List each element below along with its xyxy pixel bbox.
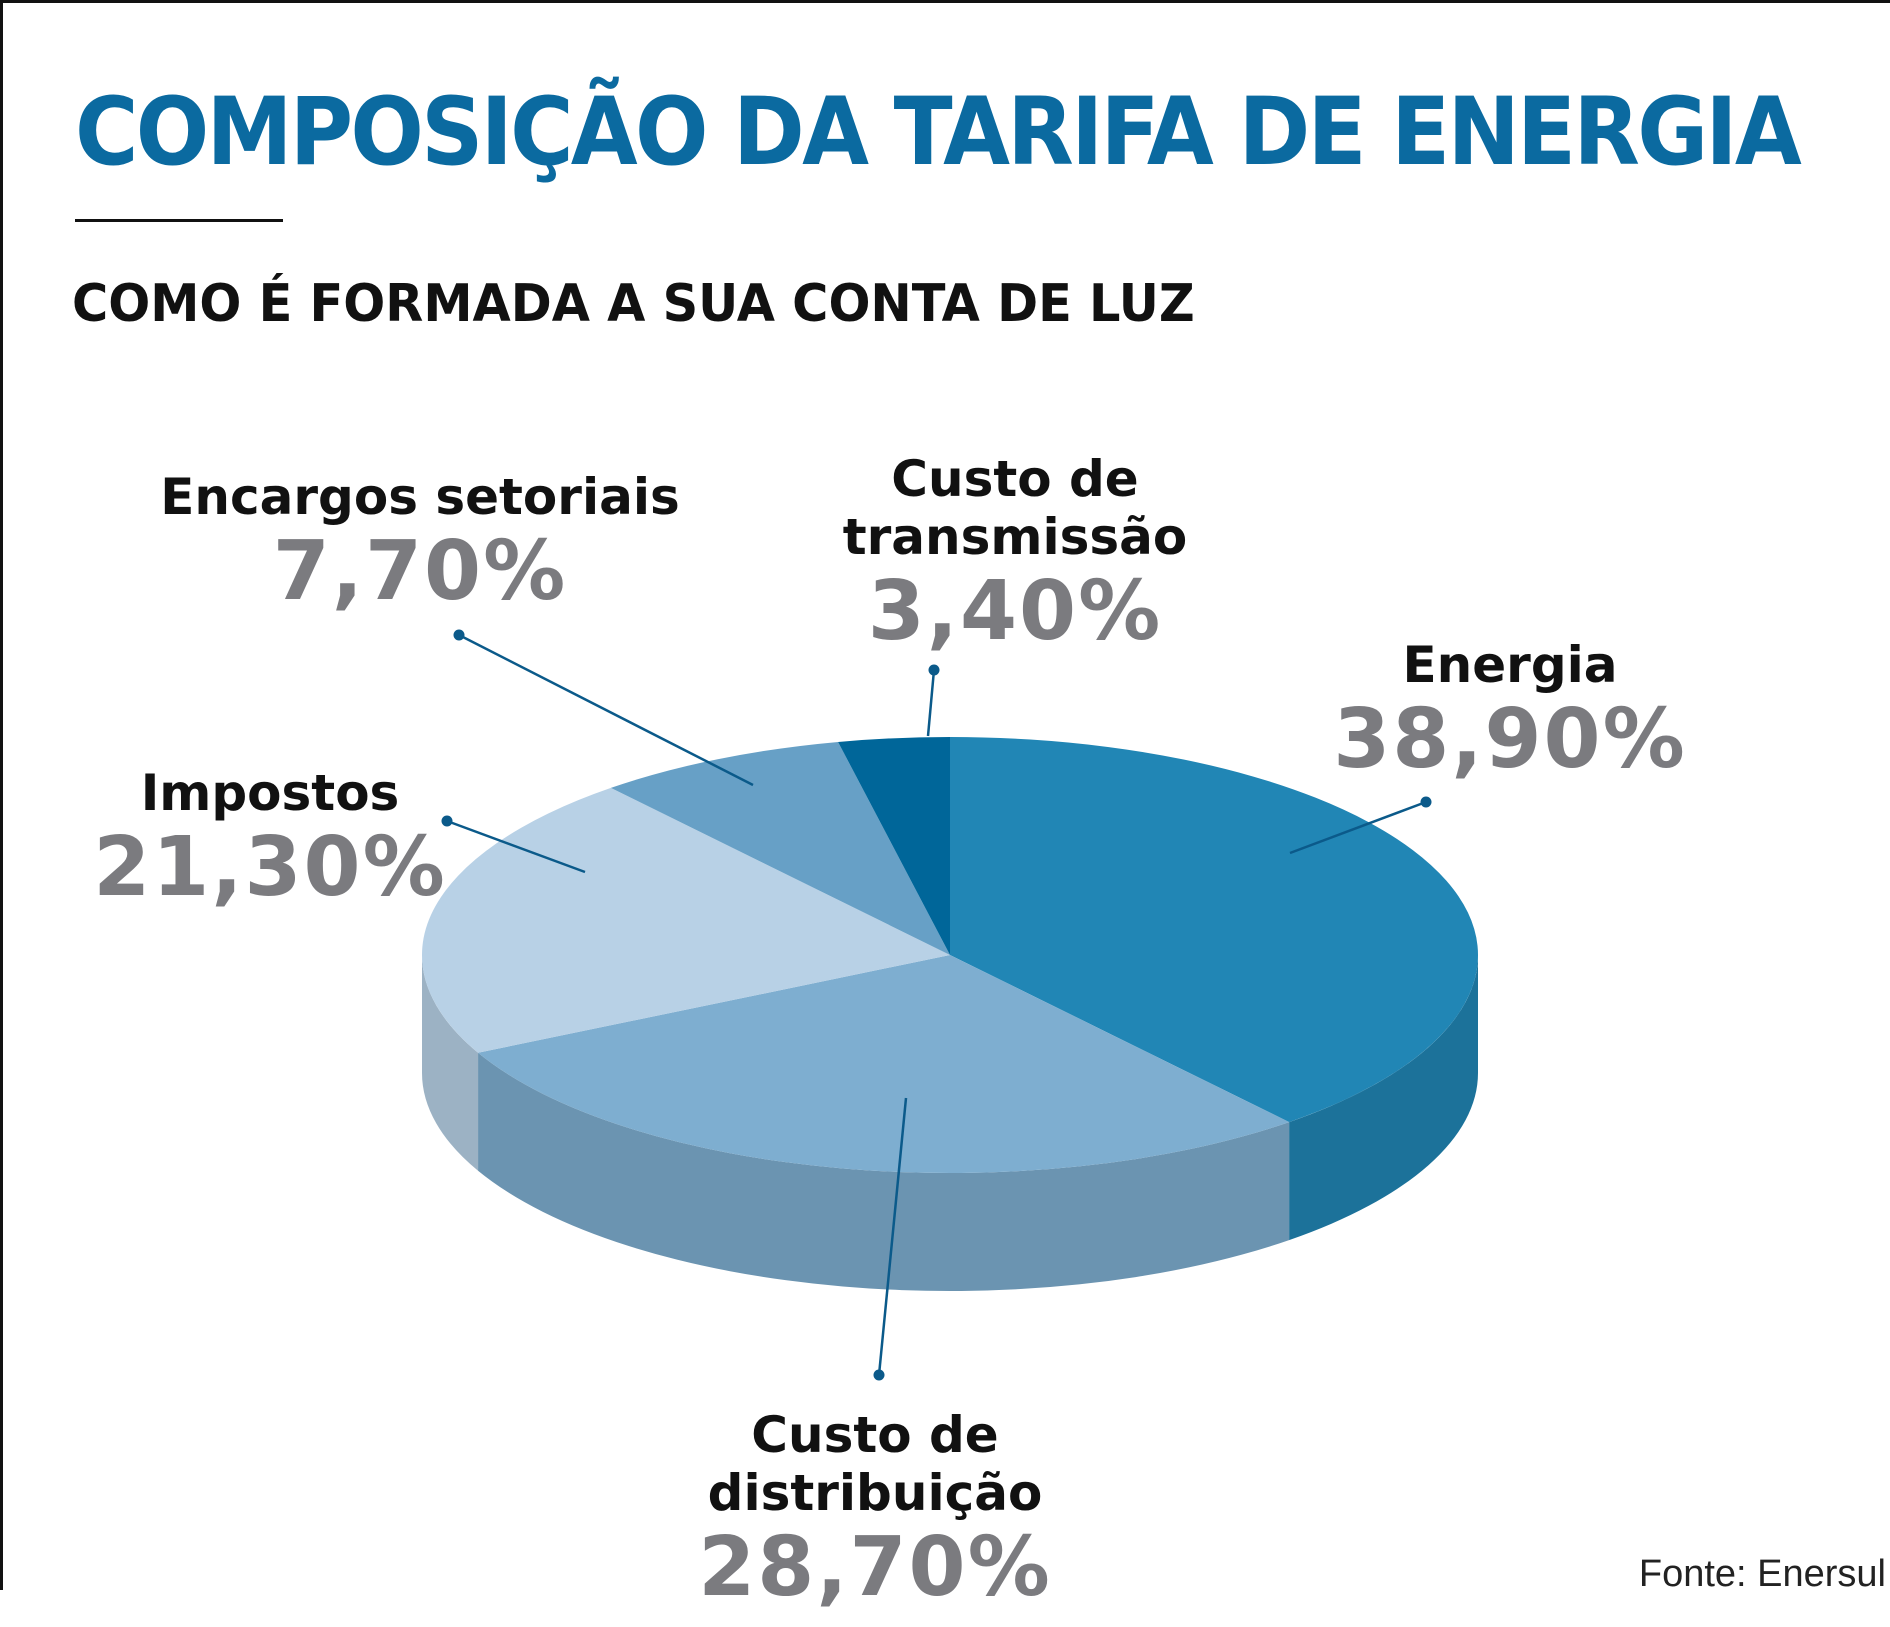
label-impostos-value: 21,30% (93, 820, 447, 915)
leader-line-energia (1289, 800, 1427, 855)
label-energia: Energia 38,90% (1300, 636, 1720, 786)
label-energia-name: Energia (1402, 636, 1618, 694)
label-encargos: Encargos setoriais 7,70% (150, 468, 690, 618)
label-distribuicao: Custo de distribuição 28,70% (680, 1406, 1070, 1614)
label-encargos-value: 7,70% (272, 524, 568, 619)
leader-line-impostos (446, 819, 586, 874)
chart-title: COMPOSIÇÃO DA TARIFA DE ENERGIA (75, 78, 1802, 187)
label-encargos-name: Encargos setoriais (160, 468, 680, 526)
leader-dot-transmissao (928, 664, 940, 676)
leader-dot-encargos (453, 629, 465, 641)
label-impostos: Impostos 21,30% (80, 764, 460, 914)
leader-dot-distribuicao (873, 1369, 885, 1381)
pie-slice-distribuicao (478, 955, 1290, 1173)
label-energia-value: 38,90% (1333, 692, 1687, 787)
leader-dot-impostos (441, 815, 453, 827)
pie-side-impostos (422, 955, 479, 1171)
label-transmissao-value: 3,40% (867, 564, 1163, 659)
label-transmissao: Custo de transmissão 3,40% (820, 450, 1210, 658)
leader-dot-energia (1420, 796, 1432, 808)
label-transmissao-name-2: transmissão (842, 508, 1188, 566)
pie-slice-transmissao (838, 737, 950, 955)
label-impostos-name: Impostos (140, 764, 400, 822)
label-distribuicao-name-1: Custo de (751, 1406, 999, 1464)
label-transmissao-name-1: Custo de (891, 450, 1139, 508)
chart-frame (0, 0, 1890, 1590)
source-note: Fonte: Enersul (1638, 1553, 1886, 1595)
pie-side-energia (1289, 955, 1478, 1241)
pie-slice-impostos (422, 787, 951, 1053)
pie-slice-encargos (610, 741, 950, 955)
chart-subtitle: COMO É FORMADA A SUA CONTA DE LUZ (72, 274, 1195, 334)
title-divider (75, 219, 283, 222)
label-distribuicao-value: 28,70% (698, 1520, 1052, 1615)
pie-side-distribuicao (478, 1052, 1290, 1291)
label-distribuicao-name-2: distribuição (707, 1464, 1043, 1522)
leader-line-transmissao (926, 669, 936, 737)
leader-line-encargos (458, 633, 754, 787)
leader-line-distribuicao (877, 1097, 908, 1376)
